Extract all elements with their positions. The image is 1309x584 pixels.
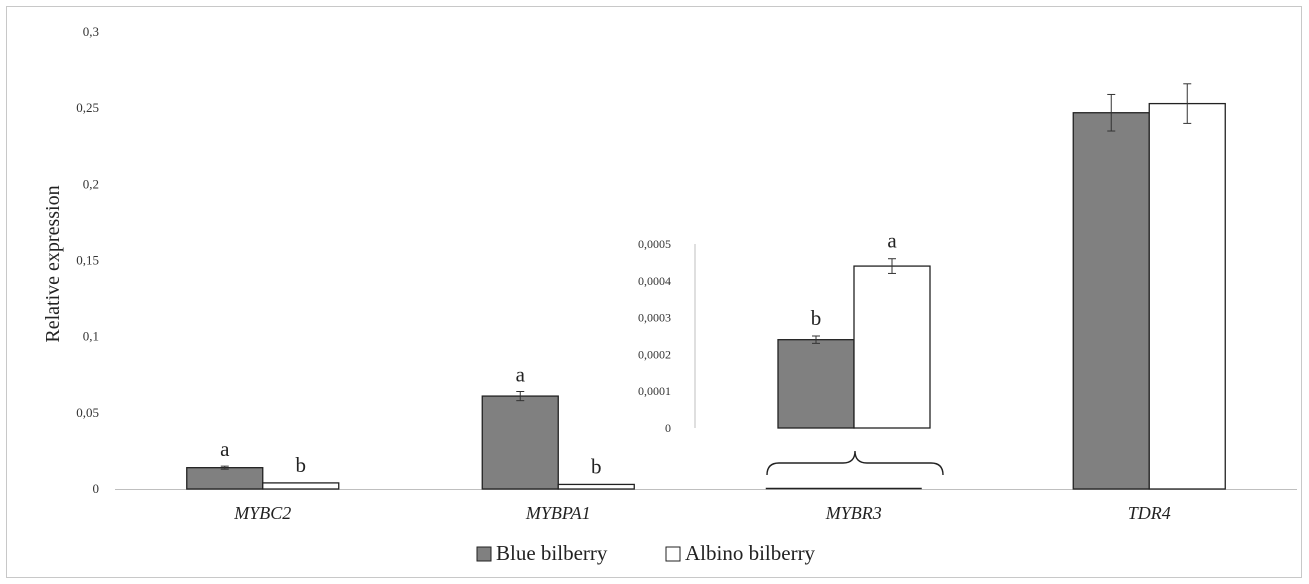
inset-y-tick-label: 0,0001 xyxy=(638,384,671,398)
y-tick-label: 0,2 xyxy=(83,176,99,191)
y-tick-label: 0,1 xyxy=(83,329,99,344)
y-axis-label: Relative expression xyxy=(42,185,64,342)
category-label: MYBPA1 xyxy=(525,503,591,523)
significance-label: a xyxy=(220,437,230,461)
legend-label-albino-bilberry: Albino bilberry xyxy=(685,541,816,565)
inset-y-tick-label: 0,0005 xyxy=(638,237,671,251)
inset-significance-label: a xyxy=(887,229,897,253)
legend: Blue bilberry Albino bilberry xyxy=(476,541,816,565)
bar-mybc2-albino xyxy=(262,482,340,490)
significance-labels: a b a b xyxy=(220,363,601,479)
bar-mybc2-blue xyxy=(186,467,264,490)
inset-chart-mybr3: 0 0,0001 0,0002 0,0003 0,0004 0,0005 b a xyxy=(638,229,931,435)
legend-swatch-albino-bilberry xyxy=(665,546,681,562)
y-tick-label: 0,25 xyxy=(76,100,99,115)
legend-label-blue-bilberry: Blue bilberry xyxy=(496,541,608,565)
category-label: MYBC2 xyxy=(233,503,291,523)
y-tick-label: 0,3 xyxy=(83,24,99,39)
significance-label: b xyxy=(591,455,602,479)
category-label: TDR4 xyxy=(1128,503,1171,523)
category-labels: MYBC2 MYBPA1 MYBR3 TDR4 xyxy=(233,503,1171,523)
category-label: MYBR3 xyxy=(825,503,882,523)
y-tick-label: 0 xyxy=(93,481,100,496)
inset-bar-blue xyxy=(777,339,855,429)
y-axis-ticks: 0 0,05 0,1 0,15 0,2 0,25 0,3 xyxy=(76,24,99,496)
inset-y-tick-label: 0 xyxy=(665,421,671,435)
inset-significance-label: b xyxy=(811,306,822,330)
inset-bar-albino xyxy=(853,265,931,429)
y-tick-label: 0,05 xyxy=(76,405,99,420)
inset-y-tick-label: 0,0004 xyxy=(638,274,671,288)
chart-frame: Relative expression 0 0,05 0,1 0,15 0,2 0,25 0… xyxy=(6,6,1302,578)
inset-brace xyxy=(766,450,944,476)
bar-mybpa1-blue xyxy=(481,395,559,490)
y-tick-label: 0,15 xyxy=(76,253,99,268)
legend-swatch-blue-bilberry xyxy=(476,546,492,562)
significance-label: a xyxy=(516,363,526,387)
bar-tdr4-blue xyxy=(1072,112,1150,490)
bar-tdr4-albino xyxy=(1148,102,1226,490)
bar-mybpa1-albino xyxy=(557,483,635,490)
inset-y-tick-label: 0,0002 xyxy=(638,347,671,361)
bars xyxy=(186,102,1226,490)
inset-y-tick-label: 0,0003 xyxy=(638,311,671,325)
bar-chart: Relative expression 00,050,10,150,20,250… xyxy=(42,24,1297,565)
error-bars xyxy=(220,83,1192,470)
significance-label: b xyxy=(296,453,307,477)
